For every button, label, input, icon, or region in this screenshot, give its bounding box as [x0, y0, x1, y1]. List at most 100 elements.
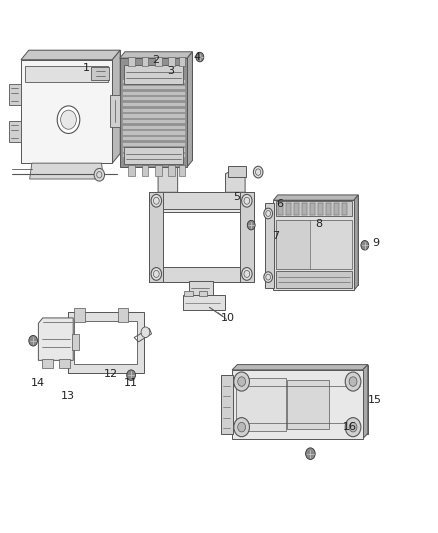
Text: 11: 11 [124, 378, 138, 388]
Bar [179, 56, 185, 66]
Bar [122, 119, 185, 123]
Text: 1: 1 [83, 63, 90, 72]
Circle shape [242, 268, 252, 280]
Bar [128, 56, 135, 66]
Circle shape [264, 208, 272, 219]
Polygon shape [9, 84, 21, 105]
Polygon shape [232, 365, 368, 370]
Circle shape [234, 372, 250, 391]
Bar [286, 204, 291, 215]
Bar [278, 204, 283, 215]
Bar [265, 203, 274, 288]
Bar [198, 291, 207, 296]
Circle shape [196, 52, 204, 62]
Bar [122, 79, 185, 84]
Text: 4: 4 [194, 52, 201, 62]
Bar [149, 266, 254, 282]
Polygon shape [237, 365, 368, 433]
Circle shape [361, 240, 369, 250]
Text: 10: 10 [221, 313, 235, 324]
Circle shape [306, 448, 315, 459]
Bar [122, 108, 185, 112]
Text: 14: 14 [31, 378, 45, 388]
Bar [342, 204, 347, 215]
Bar [184, 295, 225, 310]
Bar [287, 381, 328, 429]
Bar [122, 96, 185, 100]
Circle shape [242, 195, 252, 207]
Bar [155, 56, 162, 66]
Bar [149, 192, 163, 282]
Polygon shape [120, 58, 187, 167]
Bar [122, 142, 185, 146]
Bar [276, 220, 310, 269]
Circle shape [29, 335, 38, 346]
Bar [74, 309, 85, 321]
Circle shape [238, 422, 246, 432]
Text: 15: 15 [368, 395, 382, 405]
Circle shape [253, 166, 263, 178]
Bar [325, 204, 331, 215]
Text: 8: 8 [315, 219, 323, 229]
Circle shape [57, 106, 80, 133]
Bar [122, 125, 185, 129]
Circle shape [238, 377, 246, 386]
Circle shape [141, 327, 150, 337]
Bar [155, 165, 162, 176]
Bar [310, 204, 315, 215]
Bar [122, 85, 185, 89]
Bar [42, 359, 53, 368]
Circle shape [349, 377, 357, 386]
Circle shape [247, 220, 255, 230]
Circle shape [234, 418, 250, 437]
Bar [302, 204, 307, 215]
Bar [72, 334, 79, 350]
Bar [240, 192, 254, 282]
Bar [74, 320, 137, 364]
Bar [237, 378, 286, 431]
Polygon shape [226, 168, 245, 192]
Polygon shape [113, 50, 120, 163]
Bar [141, 56, 148, 66]
Polygon shape [29, 50, 120, 154]
Polygon shape [273, 195, 358, 200]
Circle shape [349, 422, 357, 432]
Circle shape [345, 372, 361, 391]
Bar [221, 375, 233, 433]
Bar [276, 201, 352, 216]
Text: 5: 5 [233, 191, 240, 201]
Bar [276, 271, 352, 288]
Text: 6: 6 [276, 199, 283, 209]
Text: 13: 13 [60, 391, 74, 401]
Text: 7: 7 [272, 231, 279, 241]
Polygon shape [120, 52, 192, 58]
Bar [92, 67, 109, 80]
Bar [110, 95, 120, 127]
Polygon shape [363, 365, 368, 439]
Bar [141, 165, 148, 176]
Polygon shape [9, 120, 21, 142]
Bar [168, 165, 175, 176]
Circle shape [127, 370, 135, 381]
Bar [334, 204, 339, 215]
Bar [179, 165, 185, 176]
Bar [168, 56, 175, 66]
Bar [117, 309, 128, 321]
Bar [124, 147, 183, 164]
Bar [122, 102, 185, 106]
Bar [122, 130, 185, 134]
Circle shape [151, 195, 162, 207]
Bar [122, 147, 185, 151]
Bar [232, 370, 363, 439]
Text: 12: 12 [104, 369, 118, 378]
Circle shape [264, 272, 272, 282]
Bar [162, 212, 241, 268]
Text: 3: 3 [168, 67, 175, 76]
Circle shape [61, 110, 76, 129]
Polygon shape [21, 50, 120, 60]
Text: 16: 16 [343, 422, 357, 432]
Bar [128, 165, 135, 176]
Polygon shape [39, 318, 73, 360]
Text: 2: 2 [152, 55, 159, 64]
Bar [122, 153, 185, 157]
